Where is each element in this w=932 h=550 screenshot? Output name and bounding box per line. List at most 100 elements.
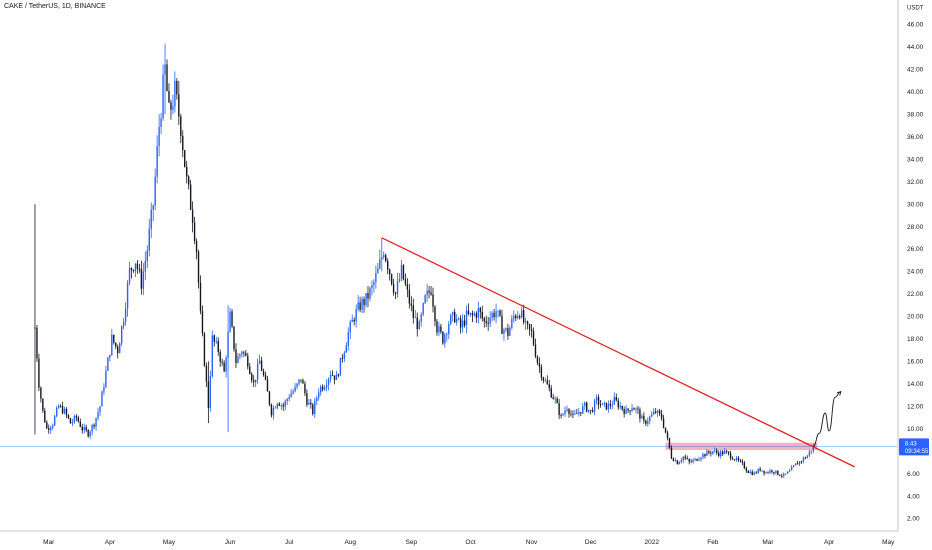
candle <box>599 400 602 408</box>
candle <box>613 392 616 405</box>
candle-body <box>806 455 809 459</box>
candle-body <box>788 470 791 472</box>
candle-body <box>359 302 361 310</box>
candle-body <box>448 323 450 335</box>
candle-body <box>312 404 314 414</box>
candle-body <box>690 461 692 463</box>
candle <box>804 456 807 460</box>
candle-body <box>73 416 76 422</box>
candle-body <box>284 401 286 407</box>
candle <box>292 389 294 395</box>
candle <box>55 406 58 418</box>
candle <box>109 354 111 362</box>
candle <box>509 325 511 337</box>
candle <box>375 265 377 289</box>
candle-body <box>643 415 645 421</box>
candle-body <box>63 408 66 414</box>
candle-body <box>217 340 219 352</box>
candle <box>256 358 259 385</box>
candle-body <box>227 331 229 358</box>
candle <box>371 280 373 296</box>
candle-body <box>83 427 85 431</box>
candle <box>609 399 612 410</box>
candle <box>323 384 326 391</box>
candle-body <box>396 281 399 294</box>
candle <box>388 268 391 281</box>
candle <box>176 78 178 100</box>
candle <box>526 320 529 330</box>
candle <box>767 471 769 474</box>
candle-body <box>124 308 127 322</box>
candle <box>603 401 606 407</box>
candle <box>682 456 684 463</box>
candle <box>578 407 580 417</box>
candle <box>327 377 330 391</box>
candle <box>779 474 781 477</box>
candle <box>144 251 147 281</box>
candle <box>631 403 633 412</box>
candle <box>591 407 594 413</box>
candle <box>471 310 474 323</box>
candle <box>538 357 541 373</box>
candle-body <box>252 380 255 383</box>
candle <box>229 308 231 333</box>
candle <box>783 472 785 479</box>
candle-body <box>779 474 781 476</box>
candle-body <box>314 401 316 414</box>
candle-body <box>463 320 466 326</box>
candle <box>341 354 344 363</box>
candle <box>235 343 237 369</box>
candle <box>524 317 527 330</box>
candle-body <box>142 271 145 289</box>
candle-body <box>497 310 499 312</box>
candle <box>495 303 497 324</box>
time-axis[interactable]: Mar Apr May Jun Jul Aug Sep Oct Nov Dec 2022 Feb Mar… <box>0 530 898 546</box>
candle-body <box>402 264 405 280</box>
candle-body <box>710 452 712 454</box>
candle-body <box>178 94 180 117</box>
candle <box>808 449 811 458</box>
candle <box>446 332 448 342</box>
price-tick-label: 22.00 <box>907 291 924 298</box>
candle-body <box>187 176 190 185</box>
candle-body <box>223 362 225 372</box>
trendline-layer[interactable] <box>381 237 855 468</box>
candle <box>587 409 590 414</box>
candle-body <box>282 405 284 407</box>
candle <box>684 454 686 461</box>
candle-body <box>704 454 706 457</box>
candle-body <box>203 333 206 366</box>
price-tick-label: 26.00 <box>907 246 924 253</box>
candle-body <box>741 461 744 463</box>
candle <box>552 393 554 400</box>
candle-body <box>465 310 468 326</box>
candle <box>42 398 44 413</box>
candle <box>540 364 543 381</box>
candle-body <box>743 462 746 469</box>
candle <box>142 262 145 296</box>
candle <box>664 427 667 434</box>
candle-body <box>113 334 115 343</box>
time-tick-label: Oct <box>465 539 475 546</box>
candle <box>790 464 793 471</box>
candle <box>264 371 267 381</box>
candle-body <box>91 424 93 432</box>
candle-body <box>777 470 779 475</box>
candle <box>180 114 182 143</box>
candle <box>546 375 549 385</box>
candle <box>251 372 253 383</box>
candle-body <box>34 327 36 329</box>
candle-body <box>400 264 403 279</box>
price-axis[interactable]: 2.004.006.008.0010.0012.0014.0016.0018.0… <box>897 0 924 531</box>
candle-body <box>262 370 265 376</box>
candle-body <box>613 397 616 405</box>
candle <box>318 388 320 401</box>
candle <box>586 401 588 413</box>
price-tag-countdown: 09:34:55 <box>905 449 929 455</box>
candle <box>241 350 243 358</box>
candle <box>662 414 665 429</box>
candle-body <box>394 292 397 294</box>
candle <box>168 83 170 104</box>
